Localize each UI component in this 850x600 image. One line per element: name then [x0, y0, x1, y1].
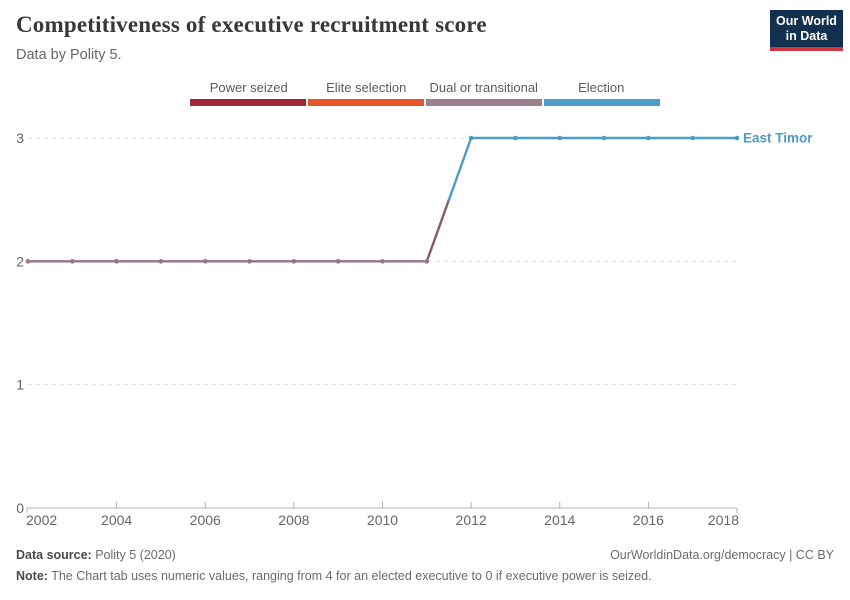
- svg-text:2002: 2002: [26, 512, 57, 528]
- svg-text:2016: 2016: [633, 512, 664, 528]
- svg-text:2018: 2018: [708, 512, 739, 528]
- categorical-legend: Power seized Elite selection Dual or tra…: [190, 80, 660, 106]
- svg-text:2010: 2010: [367, 512, 398, 528]
- svg-text:1: 1: [16, 377, 24, 393]
- legend-swatch-elite-selection[interactable]: [308, 99, 424, 106]
- svg-text:2014: 2014: [544, 512, 575, 528]
- legend-color-bar: [190, 99, 660, 106]
- svg-text:3: 3: [16, 130, 24, 146]
- chart-note: Note: The Chart tab uses numeric values,…: [16, 569, 652, 583]
- series-label-east-timor: East Timor: [743, 131, 813, 146]
- svg-text:0: 0: [16, 500, 24, 516]
- svg-text:2: 2: [16, 253, 24, 269]
- owid-url-link[interactable]: OurWorldinData.org/democracy | CC BY: [610, 548, 834, 562]
- owid-logo: Our World in Data: [770, 10, 843, 51]
- page-title: Competitiveness of executive recruitment…: [16, 12, 487, 37]
- legend-swatch-power-seized[interactable]: [190, 99, 306, 106]
- legend-swatch-dual-or-transitional[interactable]: [426, 99, 542, 106]
- legend-swatch-election[interactable]: [544, 99, 660, 106]
- logo-line2: in Data: [785, 28, 828, 43]
- line-chart[interactable]: 0 1 2 3 2002 2004 2006 2008 2010 2012 2014 2016 2018…: [0, 110, 850, 542]
- legend-label-power-seized[interactable]: Power seized: [209, 80, 288, 95]
- data-source: Data source: Polity 5 (2020): [16, 548, 176, 562]
- svg-text:2012: 2012: [456, 512, 487, 528]
- svg-text:2004: 2004: [101, 512, 132, 528]
- chart-subtitle: Data by Polity 5.: [16, 47, 122, 63]
- legend-label-elite-selection[interactable]: Elite selection: [326, 80, 407, 95]
- chart-footer: Data source: Polity 5 (2020) OurWorldinD…: [16, 548, 834, 583]
- source-row: Data source: Polity 5 (2020) OurWorldinD…: [16, 548, 834, 562]
- svg-text:2006: 2006: [190, 512, 221, 528]
- legend-labels: Power seized Elite selection Dual or tra…: [190, 80, 660, 95]
- legend-label-dual-or-transitional[interactable]: Dual or transitional: [429, 80, 538, 95]
- logo-line1: Our World: [776, 13, 837, 28]
- svg-text:2008: 2008: [278, 512, 309, 528]
- legend-label-election[interactable]: Election: [578, 80, 625, 95]
